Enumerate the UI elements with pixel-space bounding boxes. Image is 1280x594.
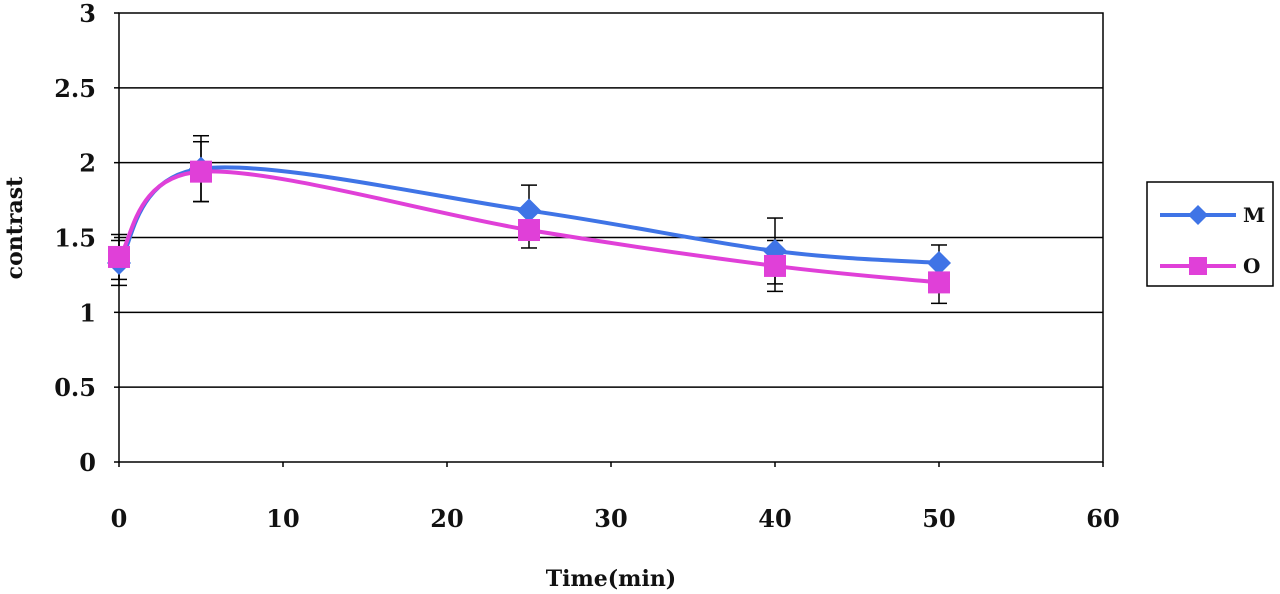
x-axis-title: Time(min) [546, 566, 676, 592]
legend-marker-m [1188, 205, 1208, 225]
legend: M O [1146, 181, 1274, 287]
data-point-m [517, 198, 541, 223]
y-axis-tick-labels: 0 0.5 1 1.5 2 2.5 3 [54, 0, 119, 477]
y-tick-label: 0.5 [54, 373, 96, 402]
legend-marker-o [1189, 257, 1207, 275]
x-tick-label: 20 [430, 504, 463, 533]
data-point-o [764, 254, 786, 277]
data-point-o [928, 271, 950, 294]
y-tick-label: 0 [79, 448, 96, 477]
x-tick-label: 0 [111, 504, 128, 533]
legend-label-m: M [1243, 203, 1265, 227]
x-tick-label: 30 [594, 504, 627, 533]
legend-label-o: O [1243, 254, 1260, 278]
y-tick-label: 1.5 [54, 224, 96, 253]
x-axis-tick-labels: 0 10 20 30 40 50 60 [111, 462, 1120, 533]
gridlines [119, 87, 1103, 388]
data-point-o [108, 245, 130, 268]
x-tick-label: 10 [266, 504, 299, 533]
data-point-o [518, 219, 540, 242]
series-markers [107, 156, 951, 294]
x-tick-label: 60 [1086, 504, 1119, 533]
data-point-o [190, 160, 212, 183]
x-tick-label: 50 [922, 504, 955, 533]
y-axis-title: contrast [2, 176, 28, 279]
y-tick-label: 1 [79, 298, 96, 327]
data-point-m [927, 250, 951, 275]
y-tick-label: 2 [79, 149, 96, 178]
legend-box [1146, 181, 1274, 287]
y-tick-label: 2.5 [54, 74, 96, 103]
x-tick-label: 40 [758, 504, 791, 533]
y-tick-label: 3 [79, 0, 96, 28]
